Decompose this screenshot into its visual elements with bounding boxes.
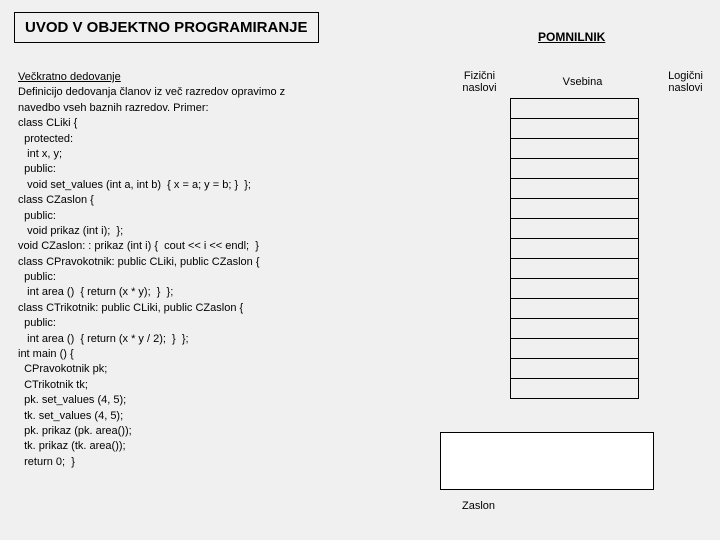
code-line: void set_values (int a, int b) { x = a; … [18,179,251,191]
zaslon-label: Zaslon [462,500,495,512]
subtitle: Večkratno dedovanje [18,71,121,83]
table-row [511,159,639,179]
table-row [511,99,639,119]
table-row [511,299,639,319]
page-title: UVOD V OBJEKTNO PROGRAMIRANJE [14,12,319,43]
code-line: class CTrikotnik: public CLiki, public C… [18,302,243,314]
table-row [511,359,639,379]
zaslon-box [440,432,654,490]
header-vsebina: Vsebina [555,76,610,88]
code-line: class CLiki { [18,117,77,129]
table-row [511,339,639,359]
header-logicni: Logični naslovi [658,70,713,94]
code-line: public: [18,271,56,283]
code-line: int area () { return (x * y); } }; [18,286,173,298]
code-line: pk. set_values (4, 5); [18,394,126,406]
memory-title: POMNILNIK [538,30,605,44]
header-fizicni: Fizični naslovi [452,70,507,94]
table-row [511,279,639,299]
code-line: return 0; } [18,456,75,468]
table-row [511,239,639,259]
code-line: CTrikotnik tk; [18,379,88,391]
code-line: int area () { return (x * y / 2); } }; [18,333,189,345]
code-line: public: [18,317,56,329]
code-line: tk. set_values (4, 5); [18,410,123,422]
table-row [511,139,639,159]
code-line: tk. prikaz (tk. area()); [18,440,126,452]
table-row [511,119,639,139]
desc-line: navedbo vseh baznih razredov. Primer: [18,102,209,114]
code-line: CPravokotnik pk; [18,363,107,375]
table-row [511,259,639,279]
code-line: class CPravokotnik: public CLiki, public… [18,256,260,268]
code-line: void prikaz (int i); }; [18,225,123,237]
code-line: int main () { [18,348,74,360]
code-line: protected: [18,133,73,145]
code-line: class CZaslon { [18,194,94,206]
table-row [511,219,639,239]
table-row [511,199,639,219]
memory-table [510,98,639,399]
code-line: public: [18,163,56,175]
code-line: pk. prikaz (pk. area()); [18,425,132,437]
table-row [511,379,639,399]
code-line: public: [18,210,56,222]
left-content: Večkratno dedovanje Definicijo dedovanja… [18,70,398,470]
table-row [511,179,639,199]
code-line: void CZaslon: : prikaz (int i) { cout <<… [18,240,259,252]
desc-line: Definicijo dedovanja članov iz več razre… [18,86,285,98]
code-line: int x, y; [18,148,62,160]
table-row [511,319,639,339]
